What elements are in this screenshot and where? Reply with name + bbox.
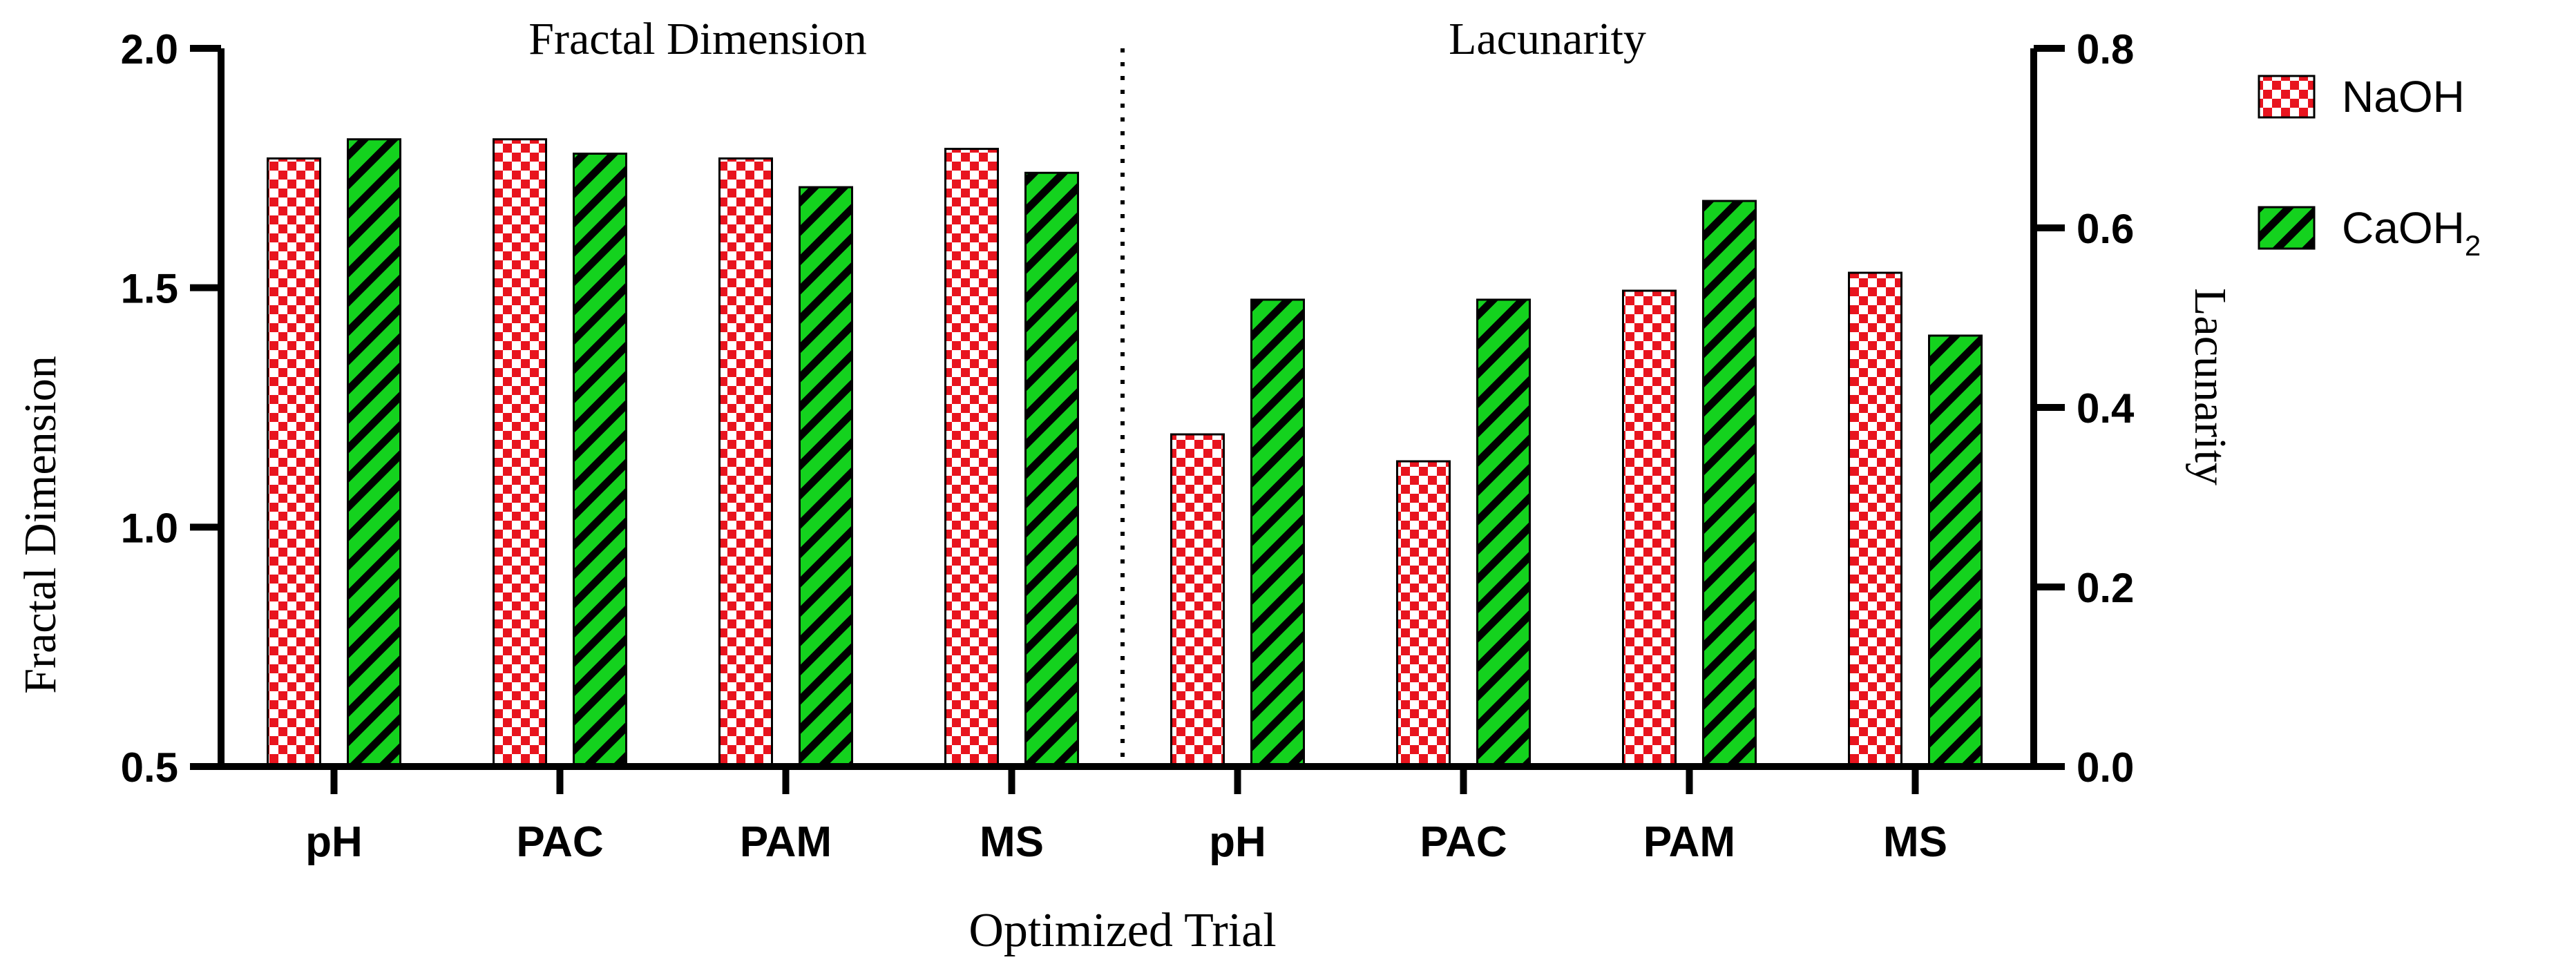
- bar-fractal-caoh2-ms: [1024, 171, 1079, 768]
- category-label: pH: [1209, 818, 1266, 866]
- right-tick-label: 0.2: [2077, 565, 2134, 611]
- category-label: PAM: [740, 818, 832, 866]
- bar-lacunarity-naoh-ms: [1848, 271, 1902, 768]
- left-tick-label: 1.5: [121, 266, 178, 312]
- bar-fractal-caoh2-ph: [347, 138, 401, 768]
- bar-fractal-naoh-ph: [267, 157, 321, 768]
- bar-fractal-naoh-pam: [718, 157, 773, 768]
- bar-lacunarity-caoh2-pac: [1476, 298, 1531, 768]
- left-tick-label: 1.0: [121, 505, 178, 551]
- right-tick-label: 0.4: [2077, 385, 2135, 432]
- legend: NaOH CaOH2: [2258, 72, 2481, 262]
- bar-fractal-caoh2-pam: [799, 186, 853, 768]
- right-axis-title: Lacunarity: [2185, 288, 2235, 485]
- bar-fractal-caoh2-pac: [573, 153, 627, 768]
- bar-fractal-naoh-ms: [944, 148, 999, 768]
- bar-fractal-naoh-pac: [493, 138, 547, 768]
- bar-lacunarity-caoh2-ph: [1250, 298, 1305, 768]
- bar-lacunarity-caoh2-pam: [1702, 200, 1757, 768]
- bar-lacunarity-naoh-pam: [1622, 289, 1677, 768]
- right-tick-label: 0.8: [2077, 26, 2134, 73]
- legend-swatch-naoh: [2258, 75, 2316, 119]
- category-label: PAC: [516, 818, 603, 866]
- category-label: MS: [1883, 818, 1947, 866]
- section-title-lacunarity: Lacunarity: [1449, 14, 1646, 64]
- category-label: PAC: [1420, 818, 1507, 866]
- left-tick-label: 0.5: [121, 744, 178, 791]
- x-axis-title: Optimized Trial: [969, 904, 1276, 957]
- category-label: MS: [980, 818, 1044, 866]
- category-label: pH: [305, 818, 363, 866]
- category-label: PAM: [1643, 818, 1735, 866]
- right-tick-label: 0.6: [2077, 206, 2134, 252]
- left-tick-label: 2.0: [121, 26, 178, 73]
- bar-lacunarity-naoh-pac: [1396, 460, 1451, 768]
- legend-swatch-caoh2: [2258, 206, 2316, 250]
- left-axis-title: Fractal Dimension: [15, 356, 66, 693]
- legend-label-naoh: NaOH: [2342, 72, 2465, 122]
- bar-lacunarity-naoh-ph: [1170, 433, 1225, 768]
- section-title-fractal: Fractal Dimension: [528, 14, 866, 64]
- legend-label-caoh2: CaOH2: [2342, 203, 2481, 262]
- right-tick-label: 0.0: [2077, 744, 2134, 791]
- bar-lacunarity-caoh2-ms: [1928, 334, 1983, 768]
